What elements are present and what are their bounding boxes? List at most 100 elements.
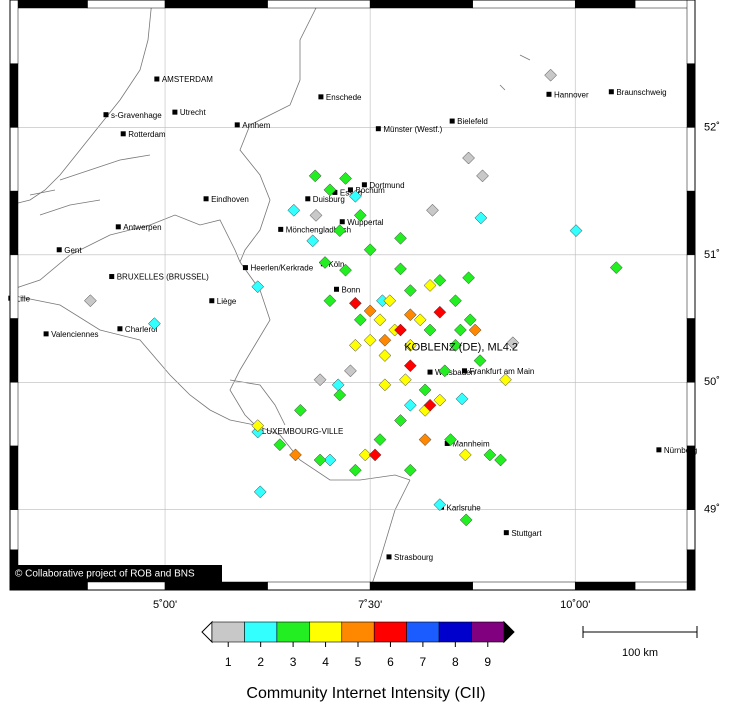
lon-tick-label: 10˚00' xyxy=(560,599,590,611)
colorbar-label: 1 xyxy=(225,655,232,669)
epicenter-label: KOBLENZ (DE), ML4.2 xyxy=(404,341,518,353)
intensity-report xyxy=(353,313,367,327)
colorbar-label: 7 xyxy=(420,655,427,669)
frame-segment xyxy=(9,445,19,510)
rhine xyxy=(369,479,411,591)
intensity-report xyxy=(609,261,623,274)
colorbar-label: 5 xyxy=(355,655,362,669)
intensity-report xyxy=(358,448,372,462)
intensity-report xyxy=(463,313,477,327)
frame-segment xyxy=(574,0,636,9)
frame-segment xyxy=(9,581,88,591)
city-label: AMSTERDAM xyxy=(162,75,213,84)
intensity-report xyxy=(403,308,417,322)
lon-tick-label: 5˚00' xyxy=(153,599,177,611)
city-marker xyxy=(339,219,345,225)
intensity-report xyxy=(251,419,265,432)
city-label: Mönchengladbach xyxy=(286,225,351,234)
city-marker xyxy=(115,224,121,230)
intensity-report xyxy=(433,273,447,287)
city-label: Münster (Westf.) xyxy=(383,125,442,134)
intensity-report xyxy=(309,209,323,222)
estuary xyxy=(29,154,151,216)
frame-segment xyxy=(686,549,696,591)
intensity-report xyxy=(569,224,583,238)
intensity-report xyxy=(474,211,488,225)
city-marker xyxy=(117,326,123,332)
coastline xyxy=(9,0,153,206)
intensity-report xyxy=(394,323,407,337)
frame-segment xyxy=(9,509,19,551)
frame-segment xyxy=(9,382,19,447)
intensity-report xyxy=(403,398,417,412)
intensity-report xyxy=(433,305,447,319)
city-marker xyxy=(375,126,381,132)
city-marker xyxy=(332,189,338,195)
city-marker xyxy=(503,530,509,536)
intensity-report xyxy=(363,304,377,318)
intensity-report xyxy=(476,169,489,183)
city-marker xyxy=(444,440,450,446)
intensity-report xyxy=(289,448,302,462)
city-label: Karlsruhe xyxy=(447,503,482,512)
intensity-report xyxy=(506,336,520,350)
intensity-report xyxy=(349,296,362,310)
lon-tick-label: 7˚30' xyxy=(358,599,382,611)
city-label: Nürnberg xyxy=(664,446,697,455)
lat-tick-label: 51˚ xyxy=(704,249,720,261)
frame-segment xyxy=(574,581,636,591)
intensity-report xyxy=(339,263,352,277)
frame-segment xyxy=(9,0,88,9)
intensity-report xyxy=(287,203,301,217)
ticks: 5˚00' 7˚30' 10˚00' 49˚ 50˚ 51˚ 52˚ xyxy=(153,121,720,611)
frame-segment xyxy=(369,581,473,591)
intensity-report xyxy=(394,231,407,245)
city-marker xyxy=(234,122,240,128)
frame-segment xyxy=(9,190,19,256)
colorbar-swatch xyxy=(341,621,375,643)
colorbar-label: 2 xyxy=(257,655,264,669)
colorbar-swatch xyxy=(471,621,505,643)
intensity-report xyxy=(462,271,475,285)
intensity-report xyxy=(444,433,457,446)
city-label: LUXEMBOURG-VILLE xyxy=(262,427,343,436)
intensity-report xyxy=(363,243,377,257)
intensity-report xyxy=(458,448,472,462)
city-marker xyxy=(305,196,311,202)
intensity-report xyxy=(339,172,352,185)
lat-tick-label: 50˚ xyxy=(704,376,720,388)
city-label: Stuttgart xyxy=(511,529,542,538)
city-marker xyxy=(103,112,109,118)
intensity-report xyxy=(368,448,382,462)
intensity-report xyxy=(403,359,417,373)
frame-segment xyxy=(472,0,576,9)
border-be-de xyxy=(229,261,271,426)
city-label: Eindhoven xyxy=(211,195,249,204)
intensity-report xyxy=(323,183,337,197)
city-label: Frankfurt am Main xyxy=(469,367,534,376)
intensity-report xyxy=(363,333,377,347)
intensity-report xyxy=(499,373,512,387)
city-label: Heerlen/Kerkrade xyxy=(250,264,313,273)
colorbar-title: Community Internet Intensity (CII) xyxy=(246,685,485,702)
frame-segment xyxy=(9,127,19,192)
lat-tick-label: 49˚ xyxy=(704,504,720,516)
border-de-fr xyxy=(254,424,411,481)
city-label: Utrecht xyxy=(180,108,207,117)
intensity-report xyxy=(413,313,427,327)
city-marker xyxy=(56,247,62,253)
city-marker xyxy=(154,76,160,82)
frame-outline xyxy=(9,0,696,591)
city-label: Bielefeld xyxy=(457,117,488,126)
colorbar-swatch xyxy=(406,621,440,643)
city-marker xyxy=(172,109,178,115)
frame-segment xyxy=(686,127,696,192)
intensity-report xyxy=(394,262,407,276)
intensity-report xyxy=(273,438,287,452)
city-marker xyxy=(242,265,248,271)
intensity-report xyxy=(426,203,439,217)
intensity-report xyxy=(253,485,267,499)
intensity-report xyxy=(454,323,467,337)
copyright-box xyxy=(10,565,222,582)
